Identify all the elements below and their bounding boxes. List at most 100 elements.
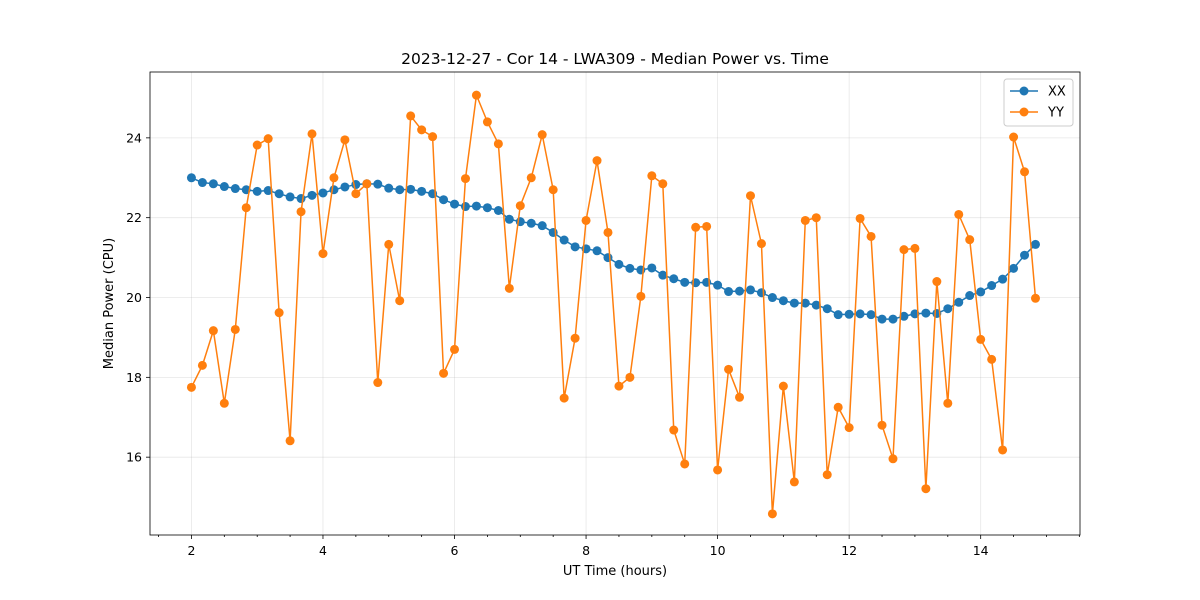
data-point-yy: [526, 173, 536, 183]
data-point-yy: [450, 344, 460, 354]
data-point-yy: [329, 173, 339, 183]
data-point-yy: [384, 239, 394, 249]
legend-marker: [1019, 107, 1029, 117]
data-point-yy: [428, 132, 438, 142]
data-point-xx: [756, 288, 766, 298]
x-tick-label: 8: [582, 543, 590, 558]
data-point-xx: [285, 192, 295, 202]
data-point-xx: [384, 183, 394, 193]
data-point-yy: [713, 465, 723, 475]
data-point-yy: [976, 334, 986, 344]
data-point-yy: [636, 291, 646, 301]
data-point-yy: [318, 249, 328, 259]
data-point-xx: [888, 314, 898, 324]
data-point-xx: [537, 221, 547, 231]
x-tick-label: 4: [319, 543, 327, 558]
data-point-xx: [943, 304, 953, 314]
legend-item-xx: XX: [1010, 85, 1066, 100]
x-tick-label: 14: [973, 543, 989, 558]
data-point-yy: [998, 445, 1008, 455]
data-point-yy: [954, 209, 964, 219]
data-point-yy: [274, 308, 284, 318]
data-point-yy: [504, 283, 514, 293]
x-axis: 2 4 6 8 10 12 14: [158, 535, 1080, 558]
y-axis-label: Median Power (CPU): [102, 238, 117, 369]
legend-marker: [1019, 86, 1029, 96]
data-point-yy: [822, 470, 832, 480]
data-point-yy: [1030, 293, 1040, 303]
data-point-yy: [987, 354, 997, 364]
data-point-xx: [965, 291, 975, 301]
data-point-yy: [899, 245, 909, 255]
data-point-yy: [669, 425, 679, 435]
data-point-yy: [680, 459, 690, 469]
data-point-xx: [274, 189, 284, 199]
data-point-xx: [439, 195, 449, 205]
data-point-yy: [439, 368, 449, 378]
data-point-yy: [658, 179, 668, 189]
data-point-yy: [811, 213, 821, 223]
data-point-xx: [307, 190, 317, 200]
data-point-yy: [1020, 167, 1030, 177]
data-point-xx: [471, 201, 481, 211]
y-tick-label: 20: [126, 290, 142, 305]
data-point-xx: [603, 253, 613, 263]
data-point-xx: [208, 179, 218, 189]
data-point-yy: [252, 140, 262, 150]
data-point-xx: [230, 184, 240, 194]
data-point-xx: [1030, 239, 1040, 249]
data-point-xx: [713, 280, 723, 290]
y-axis: 16 18 20 22 24: [126, 130, 150, 465]
data-point-xx: [789, 298, 799, 308]
data-point-yy: [844, 423, 854, 433]
data-point-yy: [197, 360, 207, 370]
data-point-yy: [460, 174, 470, 184]
data-point-yy: [921, 484, 931, 494]
data-point-xx: [263, 186, 273, 196]
data-point-xx: [921, 308, 931, 318]
data-point-xx: [592, 246, 602, 256]
data-point-yy: [888, 454, 898, 464]
data-point-xx: [482, 203, 492, 213]
data-point-yy: [482, 117, 492, 127]
data-point-yy: [1009, 132, 1019, 142]
grid: [150, 72, 1080, 535]
data-point-xx: [987, 281, 997, 291]
data-point-yy: [219, 398, 229, 408]
data-point-yy: [614, 381, 624, 391]
data-point-yy: [570, 333, 580, 343]
data-point-xx: [373, 179, 383, 189]
data-point-xx: [296, 194, 306, 204]
data-point-yy: [515, 201, 525, 211]
data-point-yy: [625, 372, 635, 382]
data-point-xx: [329, 185, 339, 195]
data-point-xx: [186, 173, 196, 183]
data-point-yy: [767, 509, 777, 519]
legend: XX YY: [1003, 78, 1074, 127]
data-point-xx: [800, 298, 810, 308]
data-point-yy: [340, 135, 350, 145]
series-layer: [186, 90, 1040, 519]
data-point-yy: [373, 378, 383, 388]
x-axis-label: UT Time (hours): [563, 564, 667, 579]
data-point-xx: [767, 293, 777, 303]
data-point-yy: [592, 156, 602, 166]
data-point-yy: [208, 326, 218, 336]
data-point-xx: [340, 182, 350, 192]
data-point-xx: [559, 235, 569, 245]
data-point-yy: [307, 129, 317, 139]
x-tick-label: 6: [451, 543, 459, 558]
data-point-xx: [833, 310, 843, 320]
data-point-xx: [625, 263, 635, 273]
data-point-xx: [395, 185, 405, 195]
data-point-yy: [789, 477, 799, 487]
data-point-yy: [285, 436, 295, 446]
data-point-xx: [406, 184, 416, 194]
data-point-xx: [998, 274, 1008, 284]
data-point-yy: [406, 111, 416, 121]
data-point-xx: [877, 314, 887, 324]
data-point-yy: [351, 189, 361, 199]
data-point-xx: [866, 310, 876, 320]
data-point-yy: [230, 324, 240, 334]
